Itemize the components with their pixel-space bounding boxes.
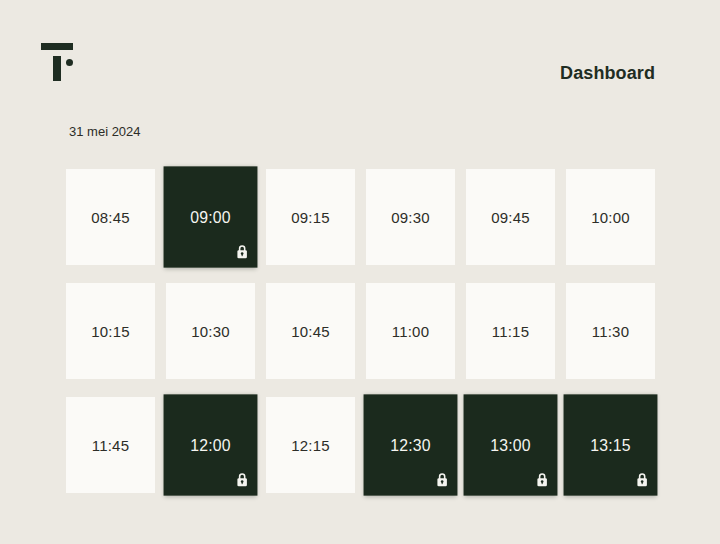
time-slot[interactable]: 12:30 bbox=[364, 394, 458, 495]
time-slot-label: 09:30 bbox=[391, 209, 430, 226]
page-root: Dashboard 31 mei 2024 08:45 09:00 09:15 … bbox=[0, 0, 720, 544]
time-slot[interactable]: 08:45 bbox=[66, 169, 155, 265]
time-slot[interactable]: 09:45 bbox=[466, 169, 555, 265]
page-title: Dashboard bbox=[560, 63, 655, 84]
lock-icon bbox=[536, 472, 548, 487]
time-slot-label: 08:45 bbox=[91, 209, 130, 226]
time-slot-label: 10:15 bbox=[91, 323, 130, 340]
logo-stem-icon bbox=[53, 56, 61, 81]
time-slot-label: 12:30 bbox=[390, 436, 431, 454]
time-slot-label: 11:00 bbox=[392, 323, 429, 340]
lock-icon bbox=[436, 472, 448, 487]
time-slot-label: 10:30 bbox=[191, 323, 230, 340]
time-slot[interactable]: 11:15 bbox=[466, 283, 555, 379]
time-slot[interactable]: 11:00 bbox=[366, 283, 455, 379]
time-slot[interactable]: 12:15 bbox=[266, 397, 355, 493]
time-slot-label: 13:15 bbox=[590, 436, 631, 454]
time-slot-label: 11:45 bbox=[92, 437, 129, 454]
lock-icon bbox=[636, 472, 648, 487]
time-slot[interactable]: 10:15 bbox=[66, 283, 155, 379]
time-slot[interactable]: 09:00 bbox=[164, 166, 258, 267]
time-slot-label: 10:00 bbox=[591, 209, 630, 226]
time-slot-label: 13:00 bbox=[490, 436, 531, 454]
time-slot[interactable]: 11:45 bbox=[66, 397, 155, 493]
time-slot[interactable]: 10:00 bbox=[566, 169, 655, 265]
time-slot-label: 12:15 bbox=[291, 437, 330, 454]
logo-dot-icon bbox=[66, 59, 73, 66]
time-slot-grid: 08:45 09:00 09:15 09:30 09:45 10:00 10:1… bbox=[66, 169, 655, 493]
time-slot-label: 10:45 bbox=[291, 323, 330, 340]
brand-logo[interactable] bbox=[41, 43, 74, 82]
time-slot[interactable]: 09:30 bbox=[366, 169, 455, 265]
time-slot-label: 11:15 bbox=[492, 323, 529, 340]
time-slot[interactable]: 09:15 bbox=[266, 169, 355, 265]
logo-bar-icon bbox=[41, 43, 73, 50]
date-label: 31 mei 2024 bbox=[69, 124, 141, 139]
time-slot-label: 11:30 bbox=[592, 323, 629, 340]
lock-icon bbox=[236, 472, 248, 487]
time-slot-label: 09:45 bbox=[491, 209, 530, 226]
time-slot[interactable]: 13:15 bbox=[564, 394, 658, 495]
time-slot-label: 09:00 bbox=[190, 208, 231, 226]
time-slot[interactable]: 10:30 bbox=[166, 283, 255, 379]
time-slot[interactable]: 13:00 bbox=[464, 394, 558, 495]
time-slot[interactable]: 10:45 bbox=[266, 283, 355, 379]
time-slot-label: 09:15 bbox=[291, 209, 330, 226]
time-slot[interactable]: 11:30 bbox=[566, 283, 655, 379]
time-slot-label: 12:00 bbox=[190, 436, 231, 454]
time-slot[interactable]: 12:00 bbox=[164, 394, 258, 495]
lock-icon bbox=[236, 244, 248, 259]
